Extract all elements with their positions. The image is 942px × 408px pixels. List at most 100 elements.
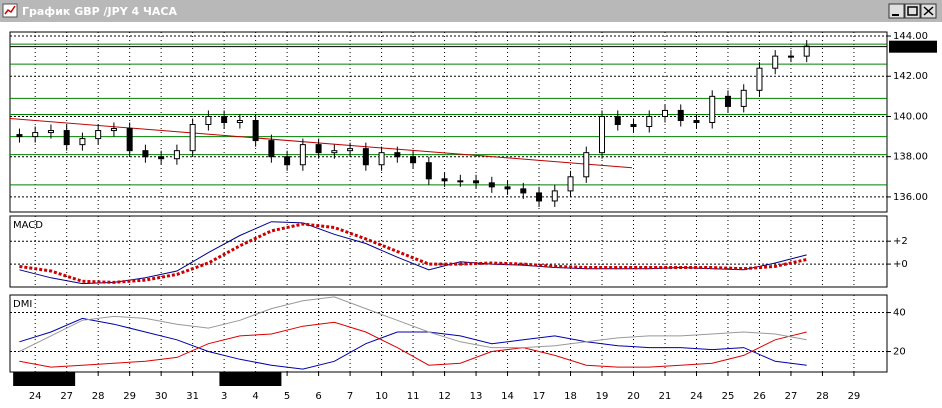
candle-body [158,156,165,160]
x-tick-label: 21 [659,391,672,402]
window-icon [2,3,18,18]
candle-body [756,67,763,91]
candle-body [536,192,543,202]
candle-body [95,130,102,140]
x-tick-label: 17 [533,391,546,402]
candle-body [378,152,385,166]
x-tick-label: 25 [722,391,735,402]
candle-body [110,128,117,132]
candle-body [236,119,243,124]
candle-body [268,140,275,158]
candle-body [63,130,70,146]
x-tick-label: 10 [375,391,388,402]
y-tick-label: +2 [893,236,908,247]
candle-body [473,180,480,184]
candle-body [457,180,464,183]
x-tick-label: 12 [438,391,451,402]
candle-body [504,186,511,190]
candle-body [551,190,558,202]
minimize-button[interactable] [888,3,905,19]
month-label-box [219,372,282,386]
x-tick-label: 30 [155,391,168,402]
close-button[interactable] [920,3,937,19]
x-tick-label: 20 [627,391,640,402]
x-tick-label: 6 [315,391,321,402]
y-tick-label: 140.00 [893,111,928,122]
x-tick-label: 27 [60,391,73,402]
x-tick-label: 29 [123,391,136,402]
candle-body [614,115,621,126]
candle-body [724,95,731,107]
candle-body [394,152,401,158]
candle-body [803,45,810,57]
x-tick-label: 29 [848,391,861,402]
y-tick-label: 40 [893,308,906,319]
x-tick-label: 24 [29,391,42,402]
indicator-line [19,317,807,370]
candle-body [488,182,495,188]
indicator-line [19,296,807,352]
candle-body [599,115,606,154]
month-label: Apr 2017 [223,374,269,385]
x-tick-label: 5 [284,391,290,402]
candle-body [425,162,432,180]
y-tick-label: 138.00 [893,152,928,163]
y-tick-label: 20 [893,347,906,358]
window-title: График GBP /JPY 4 ЧАСА [22,5,177,18]
candle-body [630,124,637,128]
month-label-box [13,372,76,386]
candle-body [410,156,417,164]
candle-body [567,176,574,192]
x-tick-label: 26 [753,391,766,402]
panel-frame [9,215,888,288]
candle-body [16,134,23,138]
candle-body [772,55,779,69]
candle-body [693,119,700,124]
y-tick-label: 144.00 [893,31,928,42]
candle-body [47,130,54,134]
x-tick-label: 27 [785,391,798,402]
candle-body [441,178,448,182]
indicator-line [19,222,808,284]
candle-body [677,109,684,121]
candle-body [32,132,39,138]
candle-body [126,128,133,152]
candle-body [142,150,149,158]
panel-title: MACD [13,220,43,231]
maximize-button[interactable] [904,3,921,19]
last-price-label: 143.47 [892,42,927,53]
panel-frame [9,31,888,213]
candle-body [520,188,527,194]
candle-body [787,55,794,58]
x-tick-label: 14 [501,391,514,402]
candle-body [347,148,354,152]
candle-body [189,124,196,152]
y-tick-label: 136.00 [893,192,928,203]
candle-body [252,119,259,142]
x-tick-label: 19 [596,391,609,402]
candle-body [709,95,716,124]
candle-body [205,115,212,126]
x-tick-label: 4 [252,391,258,402]
last-price-box [889,40,937,53]
x-tick-label: 13 [470,391,483,402]
candle-body [331,150,338,154]
x-tick-label: 31 [186,391,199,402]
month-label: Mar 2017 [17,374,65,385]
x-tick-label: 24 [690,391,703,402]
y-tick-label: 142.00 [893,71,928,82]
title-bar [0,0,942,22]
panel-title: DMI [13,299,32,310]
candle-body [661,109,668,117]
candle-body [221,115,228,124]
candle-body [583,152,590,178]
y-tick-label: +0 [893,259,908,270]
x-tick-label: 28 [92,391,105,402]
x-tick-label: 7 [347,391,353,402]
candle-body [315,144,322,154]
candle-body [79,138,86,146]
candle-body [173,150,180,160]
candle-body [299,144,306,166]
candle-body [362,148,369,166]
